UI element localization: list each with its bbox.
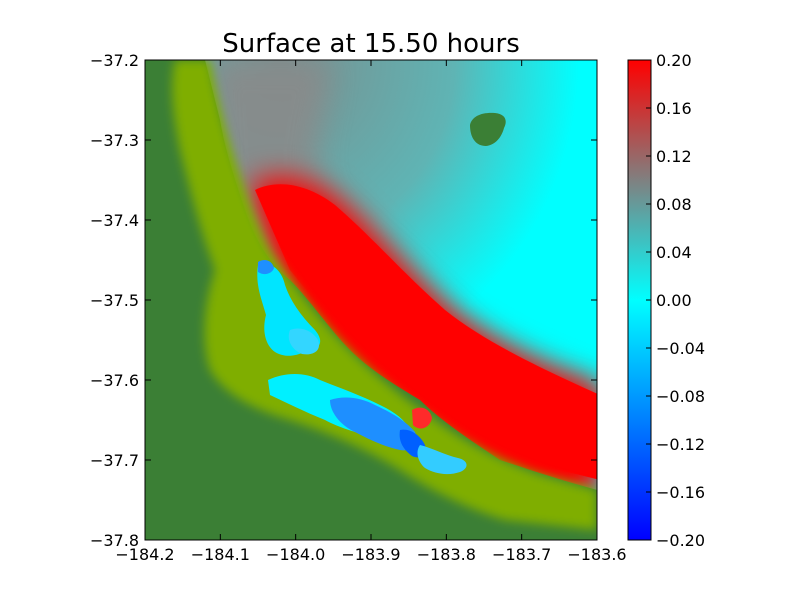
plot-area — [145, 60, 597, 540]
y-tick-label: −37.7 — [90, 451, 139, 470]
bay-blue-north — [258, 260, 274, 275]
x-tick-label: −184.0 — [266, 545, 325, 564]
x-tick-label: −183.8 — [417, 545, 476, 564]
y-tick-label: −37.4 — [90, 211, 139, 230]
x-tick-label: −183.6 — [567, 545, 626, 564]
land-dark — [145, 60, 597, 540]
y-tick-label: −37.6 — [90, 371, 139, 390]
colorbar-tick-label: −0.08 — [656, 387, 705, 406]
colorbar-tick-label: 0.12 — [656, 147, 692, 166]
y-tick-label: −37.5 — [90, 291, 139, 310]
x-tick-label: −184.2 — [115, 545, 174, 564]
colorbar-tick-label: −0.12 — [656, 435, 705, 454]
bay-cyan-mid — [288, 328, 320, 355]
colorbar-tick-label: 0.08 — [656, 195, 692, 214]
bay-cyan-south — [417, 445, 467, 475]
colorbar-tick-label: 0.04 — [656, 243, 692, 262]
bay-blue — [330, 397, 417, 451]
y-axis: −37.2 −37.3 −37.4 −37.5 −37.6 −37.7 −37.8 — [90, 51, 597, 550]
colorbar-tick-label: 0.16 — [656, 99, 692, 118]
y-tick-label: −37.3 — [90, 131, 139, 150]
x-tick-label: −183.9 — [341, 545, 400, 564]
island — [470, 112, 506, 146]
x-axis: −184.2 −184.1 −184.0 −183.9 −183.8 −183.7 −183… — [115, 60, 627, 564]
colorbar-tick-label: 0.00 — [656, 291, 692, 310]
x-tick-label: −183.7 — [492, 545, 551, 564]
colorbar-tick-label: 0.20 — [656, 51, 692, 70]
colorbar-tick-label: −0.16 — [656, 483, 705, 502]
colorbar-tick-label: −0.04 — [656, 339, 705, 358]
colorbar-axis: 0.20 0.16 0.12 0.08 0.04 0.00 −0.04 −0.08 −0.12 −… — [646, 51, 705, 550]
red-surge-core — [255, 184, 597, 480]
y-tick-label: −37.2 — [90, 51, 139, 70]
bay-red-spot — [412, 407, 432, 429]
y-tick-label: −37.8 — [90, 531, 139, 550]
colorbar-tick-label: −0.20 — [656, 531, 705, 550]
chart-title: Surface at 15.50 hours — [222, 29, 520, 59]
land-olive — [172, 60, 597, 530]
x-tick-label: −184.1 — [191, 545, 250, 564]
